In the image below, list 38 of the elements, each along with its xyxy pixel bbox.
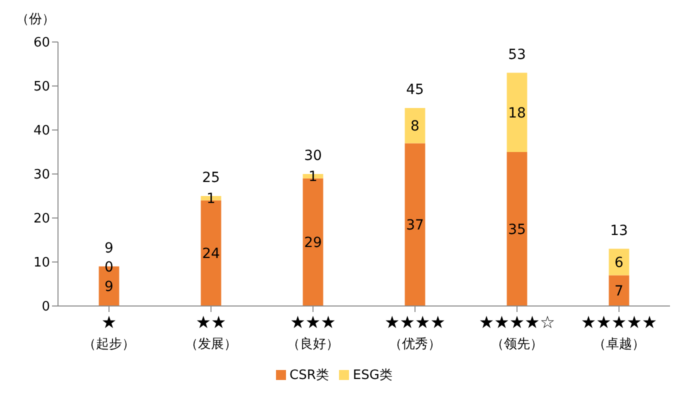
bar (608, 275, 630, 306)
x-tick-label: ★★★ （良好） (287, 313, 339, 352)
legend-label: CSR类 (290, 368, 329, 383)
x-tick-label: ★★★★☆ （领先） (478, 313, 556, 352)
data-label: 37 (406, 218, 424, 234)
data-label: 7 (614, 284, 624, 300)
total-label: 13 (610, 222, 628, 239)
total-label: 25 (202, 170, 220, 186)
bar (404, 108, 426, 144)
y-tick-label: 0 (42, 300, 50, 315)
data-label: 35 (508, 222, 526, 238)
data-label: 18 (508, 105, 526, 122)
y-axis-title: （份） (16, 11, 55, 28)
y-tick-label: 40 (33, 124, 50, 139)
data-label: 9 (104, 279, 114, 296)
total-label: 30 (304, 148, 322, 164)
data-label: 1 (206, 191, 216, 208)
bar (404, 143, 426, 306)
x-tick-label: ★★★★ （优秀） (384, 313, 446, 352)
data-label: 6 (614, 255, 624, 271)
bar (506, 72, 528, 152)
y-tick-label: 10 (33, 256, 50, 271)
x-tick-label: ★ （起步） (83, 313, 135, 352)
total-label: 9 (104, 240, 114, 256)
y-tick-label: 60 (33, 36, 50, 51)
y-tick-label: 50 (33, 80, 50, 95)
legend-label: ESG类 (352, 368, 392, 383)
x-tick-label: ★★ （发展） (185, 313, 237, 352)
x-tick-label: ★★★★★ （卓越） (580, 313, 658, 352)
y-tick-label: 20 (33, 212, 50, 227)
total-label: 45 (406, 82, 424, 98)
data-label: 1 (308, 169, 318, 186)
data-label: 8 (410, 118, 420, 135)
y-tick-label: 30 (33, 168, 50, 183)
bar (506, 152, 528, 306)
data-label: 29 (304, 235, 322, 252)
data-label: 24 (202, 246, 220, 262)
total-label: 53 (508, 46, 526, 63)
